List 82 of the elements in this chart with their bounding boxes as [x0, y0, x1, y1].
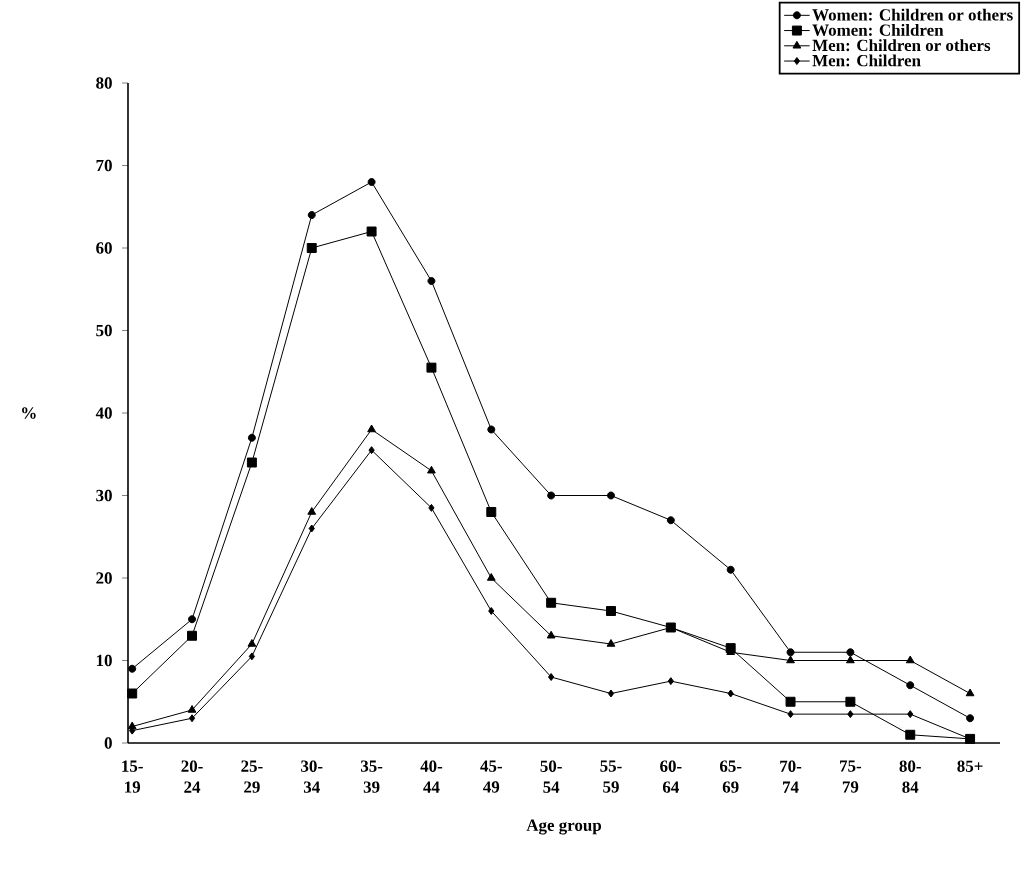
point — [666, 516, 675, 525]
point — [905, 729, 916, 740]
y-tick-label: 30 — [96, 489, 112, 502]
point — [427, 277, 436, 285]
point — [367, 424, 376, 433]
point — [427, 465, 436, 474]
x-tick-label: 75-79 — [840, 760, 862, 793]
point — [548, 673, 555, 681]
point — [248, 652, 255, 661]
point — [486, 507, 497, 517]
x-tick-label: 50-54 — [540, 760, 562, 793]
x-tick-label: 20-24 — [181, 760, 203, 793]
x-tick-label: 80-84 — [899, 760, 921, 793]
point — [307, 507, 317, 515]
y-tick-label: 70 — [96, 159, 112, 172]
point — [847, 710, 854, 719]
x-tick-label: 25-29 — [241, 760, 263, 793]
point — [486, 573, 496, 581]
point — [488, 607, 495, 615]
point — [428, 503, 435, 512]
y-tick-label: 10 — [96, 654, 112, 667]
point — [606, 639, 616, 647]
point — [128, 664, 137, 673]
x-tick-label: 55-59 — [600, 760, 622, 793]
point — [366, 226, 377, 237]
y-tick-label: 20 — [96, 572, 112, 584]
y-tick-label: 50 — [96, 324, 112, 337]
point — [846, 648, 855, 657]
point — [786, 648, 795, 657]
x-tick-label: 85+ — [957, 760, 983, 772]
x-tick-label: 45-49 — [480, 760, 502, 793]
point — [966, 714, 975, 723]
point — [606, 606, 616, 616]
y-tick-label: 80 — [96, 77, 112, 89]
point — [845, 696, 856, 707]
point — [787, 710, 794, 719]
x-tick-label: 65-69 — [719, 760, 742, 793]
point — [246, 457, 257, 468]
x-tick-label: 30-34 — [301, 760, 323, 793]
legend-label: Women: Children or others — [812, 8, 1013, 21]
x-tick-label: 70-74 — [780, 760, 802, 793]
point — [546, 630, 556, 639]
point — [187, 705, 197, 713]
point — [487, 425, 496, 434]
point — [306, 243, 317, 253]
point — [727, 689, 734, 698]
point — [726, 565, 735, 574]
point — [307, 211, 316, 219]
point — [965, 688, 975, 697]
y-tick-label: 0 — [104, 737, 112, 749]
point — [308, 524, 315, 533]
y-axis-title: % — [22, 407, 36, 419]
point — [907, 710, 914, 719]
point — [127, 688, 138, 699]
point — [906, 681, 915, 690]
y-tick-label: 40 — [95, 407, 112, 419]
x-axis-title: Age group — [526, 819, 602, 835]
point — [247, 639, 257, 647]
point — [846, 655, 855, 664]
y-tick-label: 60 — [96, 242, 112, 254]
point — [247, 433, 256, 442]
x-tick-label: 40-44 — [420, 760, 443, 793]
point — [187, 630, 198, 641]
point — [367, 178, 376, 186]
point — [607, 689, 615, 698]
legend-label: Women: Children — [812, 23, 944, 36]
point — [188, 714, 196, 723]
point — [368, 446, 375, 455]
point — [667, 677, 674, 686]
x-tick-label: 15-19 — [122, 760, 143, 793]
legend-label: Men: Children or others — [812, 39, 991, 52]
point — [607, 491, 615, 500]
x-tick-label: 60-64 — [660, 760, 682, 793]
point — [546, 597, 557, 608]
point — [547, 491, 556, 500]
point — [786, 655, 795, 664]
point — [188, 615, 197, 624]
x-tick-label: 35-39 — [360, 760, 383, 793]
point — [426, 362, 437, 373]
point — [905, 655, 915, 664]
legend-label: Men: Children — [812, 54, 921, 67]
point — [785, 696, 796, 707]
